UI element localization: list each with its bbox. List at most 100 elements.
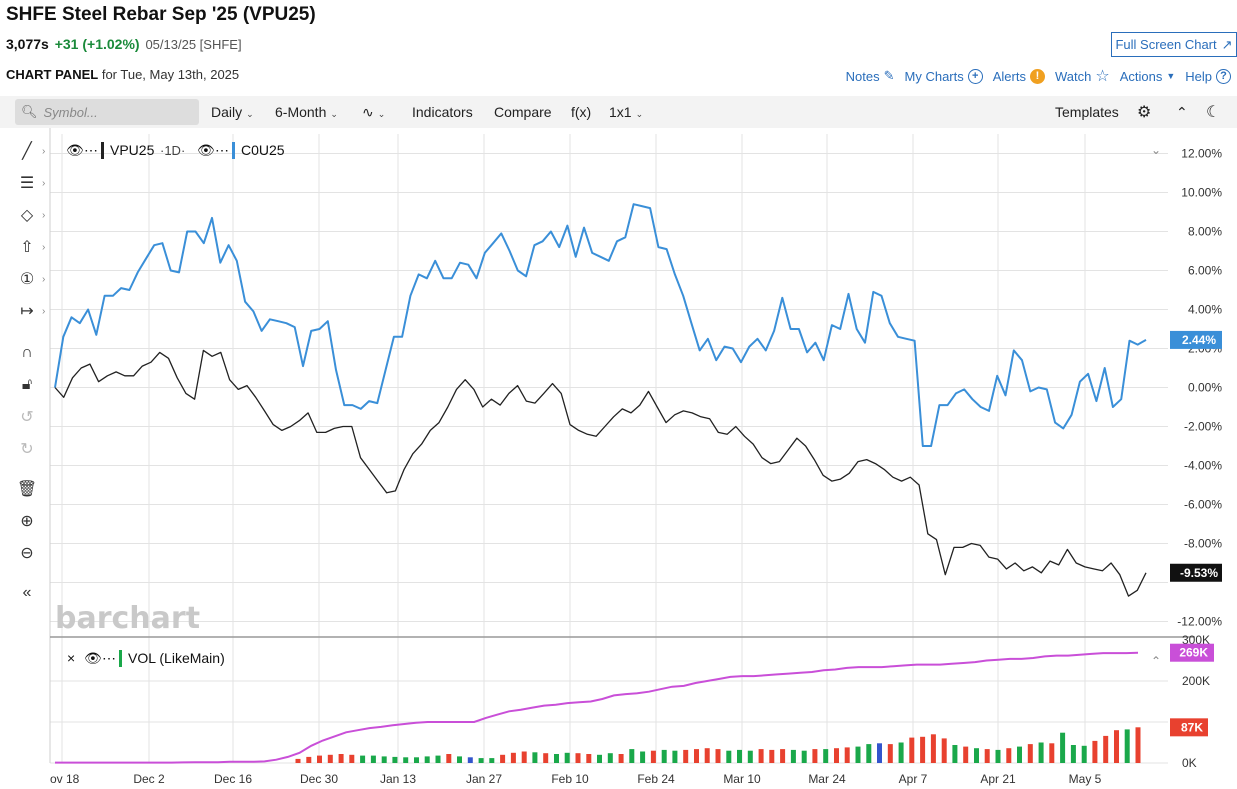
interval-select[interactable]: Daily ⌄ <box>211 104 254 120</box>
notes-label: Notes <box>845 68 880 84</box>
actions-menu[interactable]: Actions ▼ <box>1120 69 1176 84</box>
legend-label-vpu25: VPU25 <box>110 142 155 158</box>
layout-select[interactable]: 1x1 ⌄ <box>609 104 643 120</box>
volume-bar <box>769 749 775 763</box>
trash-icon[interactable]: 🗑︎ <box>16 481 38 498</box>
compare-button[interactable]: Compare <box>494 104 552 120</box>
zoom-out-icon[interactable]: ⊖ <box>20 545 34 562</box>
collapse-up-icon[interactable]: ⌃ <box>1176 104 1188 120</box>
more-icon[interactable]: ⋯ <box>102 650 116 666</box>
magnet-icon[interactable]: ∩ <box>21 344 33 361</box>
volume-bar <box>370 755 376 763</box>
function-button[interactable]: f(x) <box>571 104 592 120</box>
indicators-button[interactable]: Indicators <box>412 104 473 120</box>
vol-tick-label: 200K <box>1182 674 1210 688</box>
full-screen-chart-button[interactable]: Full Screen Chart ↗ <box>1111 32 1237 57</box>
interval-value: Daily <box>211 104 243 120</box>
chart-type-select[interactable]: ∿ ⌄ <box>362 104 385 121</box>
chart-canvas[interactable]: barchart 12.00%10.00%8.00%6.00%4.00%2.00… <box>0 128 1237 789</box>
volume-bar <box>920 736 926 763</box>
volume-bar <box>349 754 355 763</box>
my-charts-label: My Charts <box>904 68 964 84</box>
chevron-up-icon[interactable]: ⌃ <box>1151 654 1161 668</box>
volume-bar <box>403 757 409 763</box>
line-tool-icon[interactable]: ╱ › <box>22 143 46 160</box>
volume-pane <box>55 651 1141 764</box>
eye-icon[interactable]: 👁︎ <box>66 142 84 158</box>
series-line-c0u25 <box>54 203 1147 447</box>
volume-bar <box>694 749 699 763</box>
redo-icon[interactable]: ↻ <box>20 441 34 458</box>
y-tick-label: -4.00% <box>1184 459 1222 473</box>
volume-bar <box>306 756 312 763</box>
last-value-label-vpu25: -9.53% <box>1180 566 1218 580</box>
eye-icon[interactable]: 👁︎ <box>84 650 102 666</box>
x-tick-label: ov 18 <box>50 772 80 786</box>
layout-value: 1x1 <box>609 104 632 120</box>
watch-link[interactable]: Watch ☆ <box>1055 66 1110 86</box>
unlock-icon[interactable]: 🔓︎ <box>21 376 33 393</box>
chevron-down-icon: ⌄ <box>377 109 386 119</box>
volume-bar <box>1038 742 1044 763</box>
volume-bar <box>1017 746 1022 763</box>
zoom-in-icon[interactable]: ⊕ <box>20 513 34 530</box>
alerts-link[interactable]: Alerts! <box>993 68 1045 84</box>
volume-bar <box>1060 732 1066 763</box>
volume-bar <box>844 747 850 763</box>
range-select[interactable]: 6-Month ⌄ <box>275 104 338 120</box>
more-icon[interactable]: ⋯ <box>84 142 98 158</box>
undo-icon[interactable]: ↺ <box>20 409 34 426</box>
volume-bar <box>726 750 732 763</box>
annotation-tool-icon[interactable]: ① › <box>19 271 46 288</box>
templates-button[interactable]: Templates <box>1055 104 1119 120</box>
y-tick-label: 8.00% <box>1188 225 1222 239</box>
chart-panel-date: for Tue, May 13th, 2025 <box>101 67 240 82</box>
volume-bar <box>823 749 829 763</box>
arrow-tool-icon[interactable]: ⇧ › <box>20 239 46 256</box>
volume-bar <box>467 757 473 763</box>
price-y-axis: 12.00%10.00%8.00%6.00%4.00%2.00%0.00%-2.… <box>1170 147 1222 629</box>
my-charts-link[interactable]: My Charts + <box>904 68 983 84</box>
collapse-icon[interactable]: « <box>22 584 32 601</box>
volume-bar <box>629 749 635 763</box>
volume-bar <box>963 746 969 763</box>
volume-bar <box>457 756 462 763</box>
chevron-down-icon[interactable]: ⌄ <box>1151 143 1161 157</box>
eye-icon[interactable]: 👁︎ <box>197 142 215 158</box>
x-tick-label: Dec 2 <box>133 772 165 786</box>
volume-bar <box>974 748 979 763</box>
volume-bar <box>607 753 613 763</box>
price-series-group <box>54 203 1147 597</box>
gear-icon[interactable]: ⚙ <box>1137 104 1152 121</box>
volume-bar <box>898 742 904 763</box>
volume-bar <box>446 754 452 763</box>
actions-label: Actions <box>1119 68 1163 84</box>
volume-bar <box>941 738 947 763</box>
close-icon[interactable]: × <box>67 650 75 666</box>
last-value-label-c0u25: 2.44% <box>1182 333 1216 347</box>
volume-bar <box>1103 735 1109 763</box>
help-link[interactable]: Help? <box>1185 68 1231 84</box>
measure-tool-icon[interactable]: ↦ › <box>20 303 46 320</box>
volume-bar <box>500 754 506 763</box>
help-label: Help <box>1185 68 1212 84</box>
volume-bar <box>532 752 538 763</box>
price-change: +31 (+1.02%) <box>54 36 140 52</box>
shapes-tool-icon[interactable]: ◇ › <box>20 207 46 224</box>
volume-bar <box>812 749 818 763</box>
volume-bar <box>995 749 1001 763</box>
symbol-search-input[interactable]: 🔍︎ Symbol... <box>15 99 199 125</box>
volume-bar <box>790 749 796 763</box>
volume-bar <box>597 754 602 763</box>
search-icon: 🔍︎ <box>21 104 38 119</box>
volume-bar <box>435 755 441 763</box>
volume-bar <box>984 749 990 763</box>
vol-line-badge <box>1170 643 1214 662</box>
dark-mode-icon[interactable]: ☾ <box>1206 104 1221 121</box>
volume-bar <box>758 749 764 763</box>
notes-link[interactable]: Notes ✎ <box>846 68 895 84</box>
more-icon[interactable]: ⋯ <box>215 142 229 158</box>
fib-tool-icon[interactable]: ☰ › <box>19 175 46 192</box>
volume-bar <box>952 745 958 763</box>
volume-bar <box>747 750 753 763</box>
